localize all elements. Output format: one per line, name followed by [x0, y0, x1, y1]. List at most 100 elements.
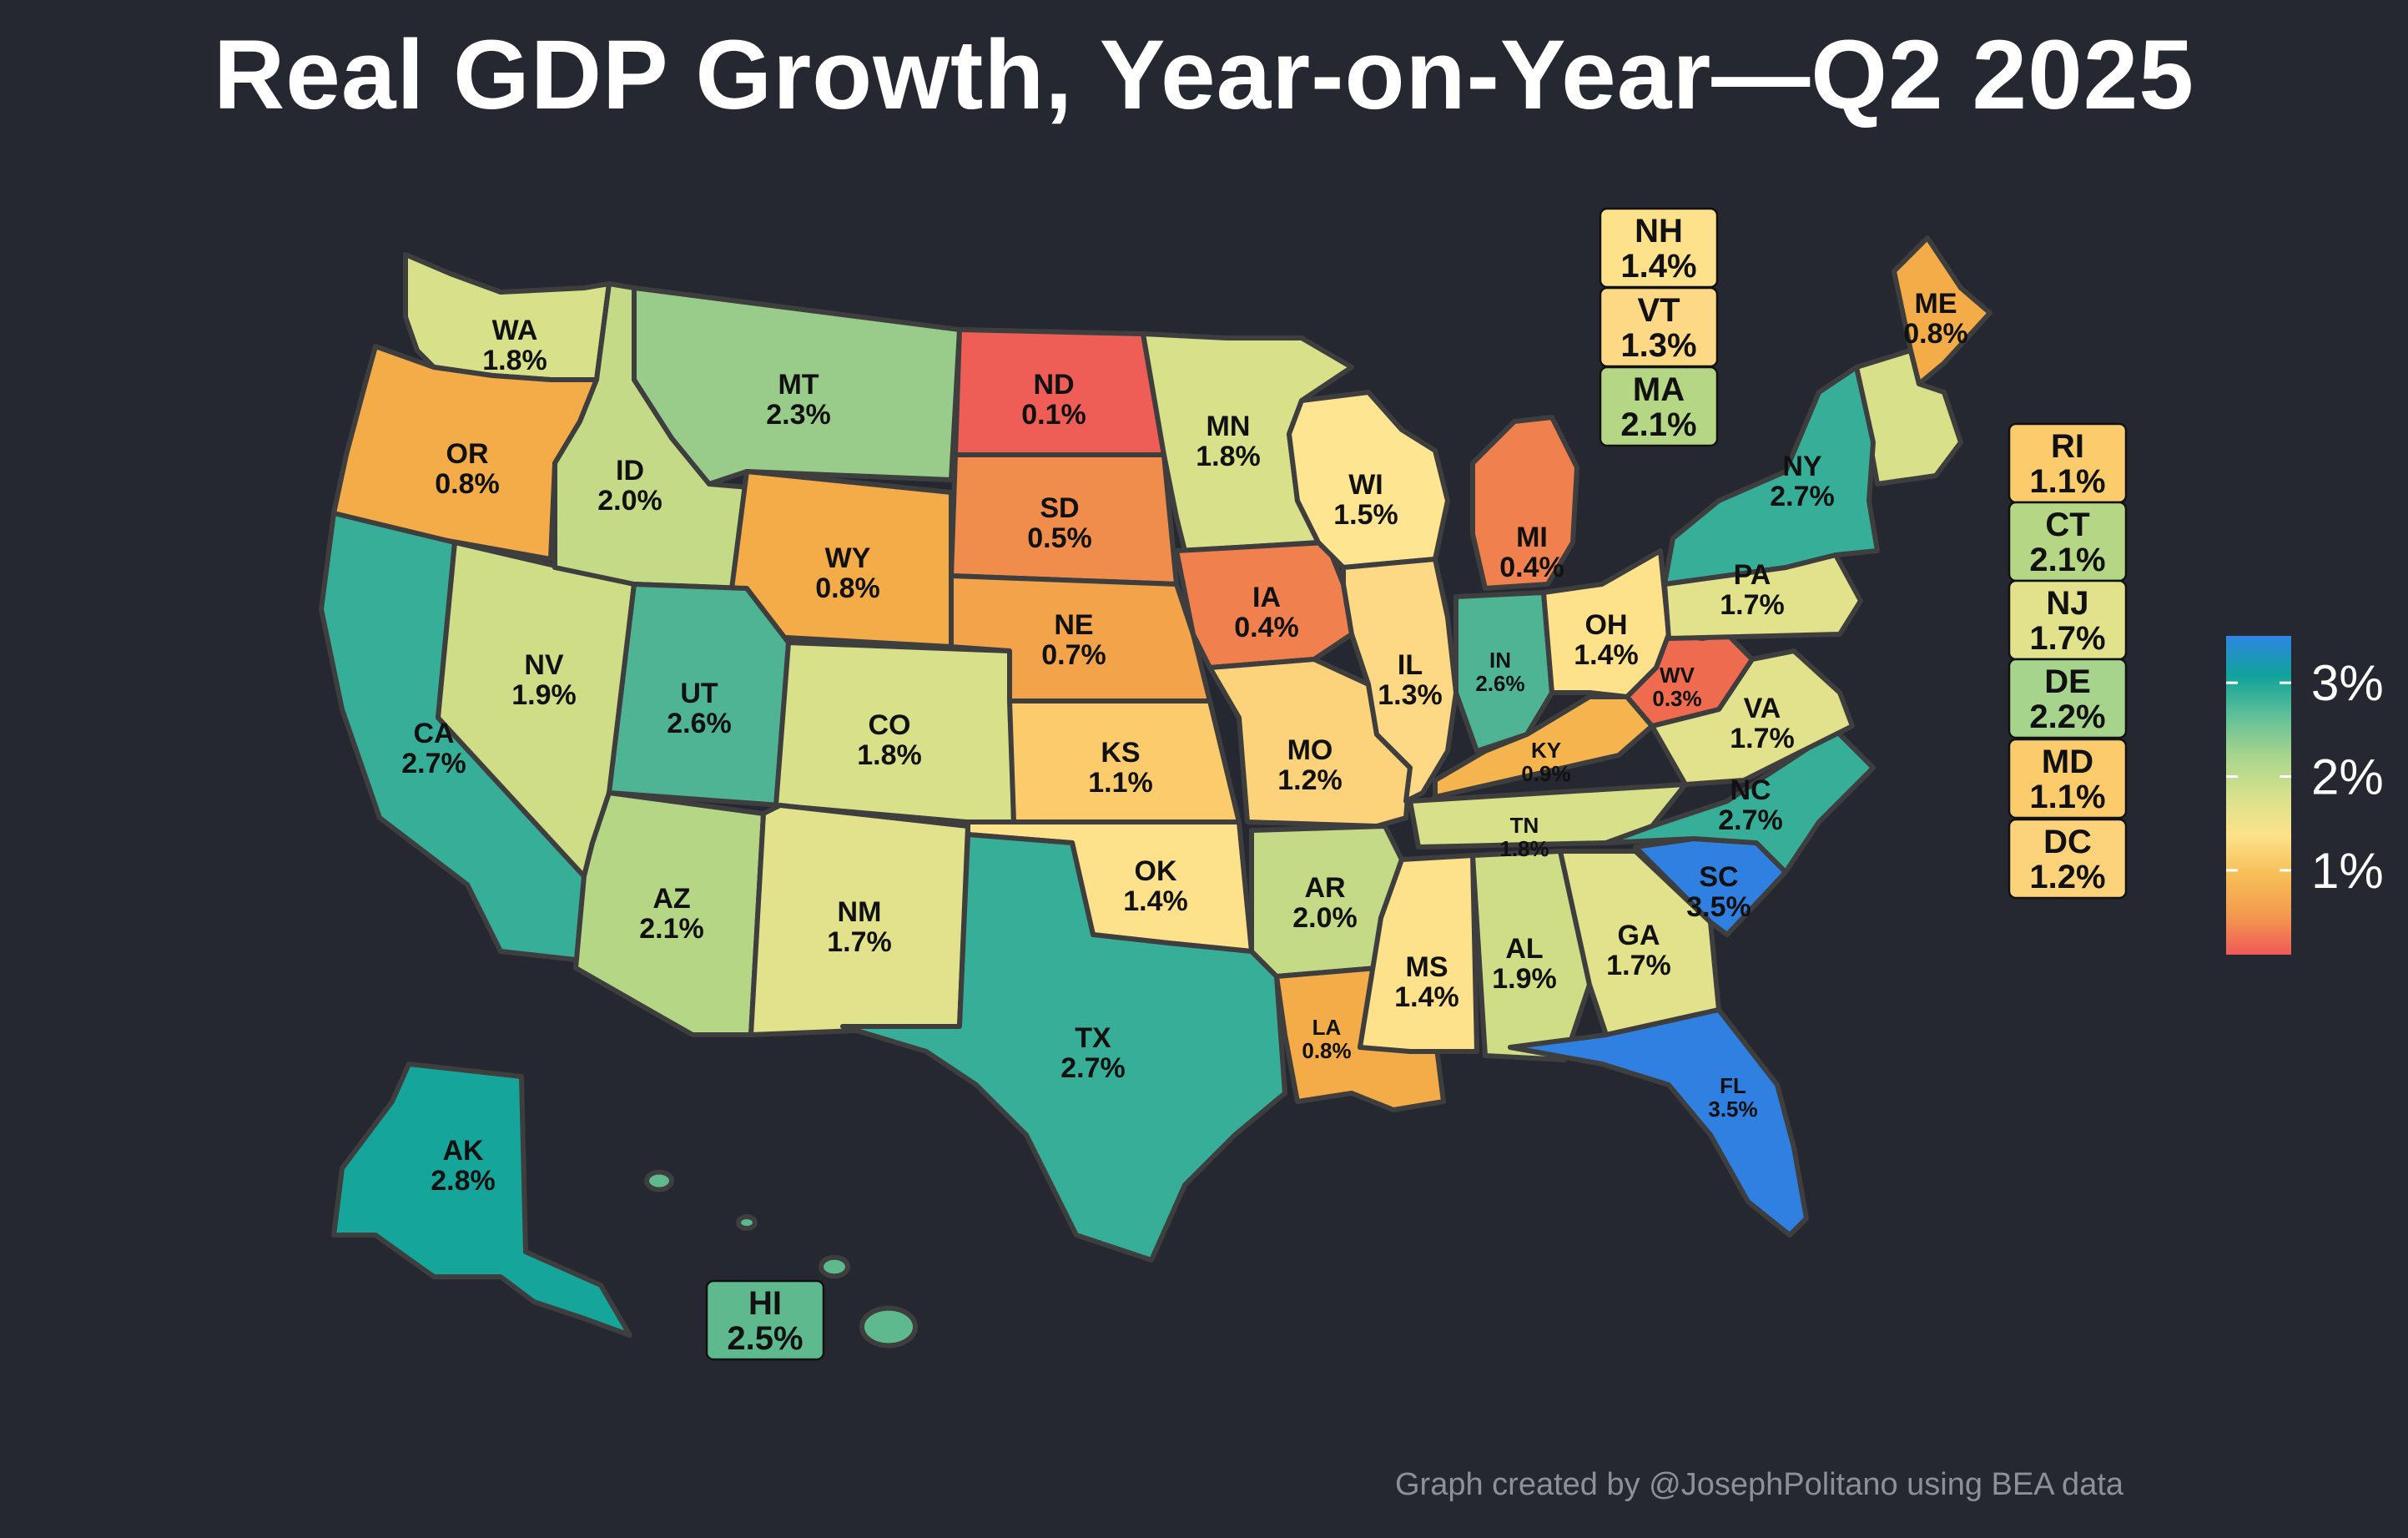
state-value-ca: 2.7% [401, 748, 466, 779]
callout-value: 1.3% [1620, 327, 1696, 364]
callout-hi[interactable]: HI2.5% [705, 1279, 825, 1361]
state-ak[interactable] [331, 1061, 632, 1338]
state-value-ok: 1.4% [1123, 885, 1188, 917]
state-nc[interactable] [1604, 728, 1876, 875]
state-value-mt: 2.3% [766, 399, 831, 431]
callout-value: 1.1% [2029, 463, 2105, 500]
callout-nh[interactable]: NH1.4% [1599, 207, 1719, 289]
state-label-wa: WA [492, 315, 538, 346]
callout-abbr: CT [2045, 507, 2089, 543]
state-value-id: 2.0% [597, 485, 662, 517]
callout-abbr: RI [2051, 428, 2084, 465]
state-label-ak: AK [442, 1135, 484, 1167]
state-label-wv: WV [1660, 663, 1695, 688]
state-me[interactable] [1892, 235, 1992, 386]
state-label-mo: MO [1287, 734, 1333, 766]
state-label-il: IL [1398, 649, 1423, 681]
state-label-mt: MT [778, 369, 819, 401]
state-label-tn: TN [1510, 813, 1539, 838]
state-value-la: 0.8% [1302, 1038, 1351, 1063]
callout-value: 1.4% [1620, 248, 1696, 285]
state-value-in: 2.6% [1475, 671, 1524, 696]
state-value-ia: 0.4% [1234, 612, 1299, 643]
callout-ri[interactable]: RI1.1% [2008, 422, 2128, 504]
state-value-sd: 0.5% [1027, 522, 1092, 554]
hawaii-island [819, 1254, 850, 1279]
legend-colorbar [2226, 636, 2291, 955]
state-value-nd: 0.1% [1021, 399, 1086, 431]
state-value-ny: 2.7% [1770, 481, 1835, 512]
state-label-or: OR [446, 438, 489, 470]
state-label-wi: WI [1348, 469, 1383, 501]
state-value-me: 0.8% [1903, 318, 1968, 350]
state-label-pa: PA [1734, 559, 1771, 591]
state-value-ak: 2.8% [431, 1165, 496, 1197]
state-label-az: AZ [652, 883, 690, 915]
state-label-in: IN [1489, 648, 1511, 673]
state-label-ny: NY [1782, 451, 1822, 482]
state-value-az: 2.1% [639, 913, 704, 945]
state-label-nc: NC [1730, 774, 1771, 806]
callout-ma[interactable]: MA2.1% [1599, 366, 1719, 447]
callout-box [2008, 738, 2128, 819]
state-label-ar: AR [1304, 872, 1345, 904]
state-label-co: CO [869, 709, 911, 741]
callout-nj[interactable]: NJ1.7% [2008, 579, 2128, 661]
callout-vt[interactable]: VT1.3% [1599, 286, 1719, 368]
state-value-mn: 1.8% [1196, 441, 1261, 472]
state-value-mi: 0.4% [1499, 552, 1564, 583]
state-value-ky: 0.9% [1521, 761, 1570, 786]
callout-abbr: MA [1633, 371, 1685, 408]
callout-abbr: NH [1635, 213, 1683, 250]
state-value-al: 1.9% [1492, 963, 1557, 995]
state-mi[interactable] [1470, 415, 1579, 591]
hawaii-island [859, 1305, 918, 1349]
state-al[interactable] [1470, 849, 1592, 1062]
state-label-oh: OH [1585, 609, 1628, 641]
state-value-ne: 0.7% [1041, 639, 1106, 671]
callout-abbr: VT [1637, 292, 1680, 329]
state-label-nv: NV [524, 649, 564, 681]
legend-tick-label: 1% [2311, 843, 2384, 899]
state-value-wv: 0.3% [1652, 686, 1701, 711]
callout-abbr: NJ [2046, 585, 2088, 622]
state-label-ia: IA [1252, 582, 1281, 613]
state-label-mn: MN [1207, 411, 1251, 442]
state-label-sd: SD [1040, 492, 1079, 524]
state-label-nd: ND [1033, 369, 1074, 401]
callout-value: 1.7% [2029, 620, 2105, 657]
state-label-me: ME [1915, 288, 1957, 320]
state-ny[interactable] [1662, 365, 1880, 587]
state-label-ok: OK [1135, 855, 1177, 887]
state-label-fl: FL [1720, 1073, 1746, 1098]
callout-md[interactable]: MD1.1% [2008, 738, 2128, 819]
callout-box [1599, 366, 1719, 447]
state-value-sc: 3.5% [1686, 891, 1751, 923]
state-value-pa: 1.7% [1720, 589, 1785, 621]
callout-dc[interactable]: DC1.2% [2008, 818, 2128, 900]
state-il[interactable] [1341, 557, 1458, 804]
state-label-ks: KS [1101, 737, 1140, 769]
color-legend: 3% 2% 1% [2226, 636, 2384, 955]
legend-tick-label: 3% [2311, 655, 2384, 711]
callout-value: 2.1% [2029, 542, 2105, 578]
callout-abbr: DC [2043, 824, 2092, 860]
state-label-id: ID [616, 455, 644, 487]
page-title: Real GDP Growth, Year-on-Year—Q2 2025 [214, 20, 2194, 130]
state-tx[interactable] [840, 832, 1287, 1263]
state-label-sc: SC [1699, 861, 1738, 893]
callout-value: 2.5% [727, 1320, 803, 1357]
state-label-la: LA [1312, 1015, 1342, 1040]
callout-box [2008, 818, 2128, 900]
hawaii-island [644, 1169, 674, 1193]
state-label-wy: WY [825, 542, 871, 574]
callout-abbr: MD [2042, 744, 2093, 780]
state-fl[interactable] [1508, 1007, 1809, 1238]
state-value-mo: 1.2% [1277, 764, 1343, 796]
callout-de[interactable]: DE2.2% [2008, 658, 2128, 739]
state-value-wy: 0.8% [815, 572, 880, 604]
callout-ct[interactable]: CT2.1% [2008, 501, 2128, 582]
state-label-va: VA [1744, 693, 1781, 724]
state-label-ne: NE [1054, 609, 1093, 641]
